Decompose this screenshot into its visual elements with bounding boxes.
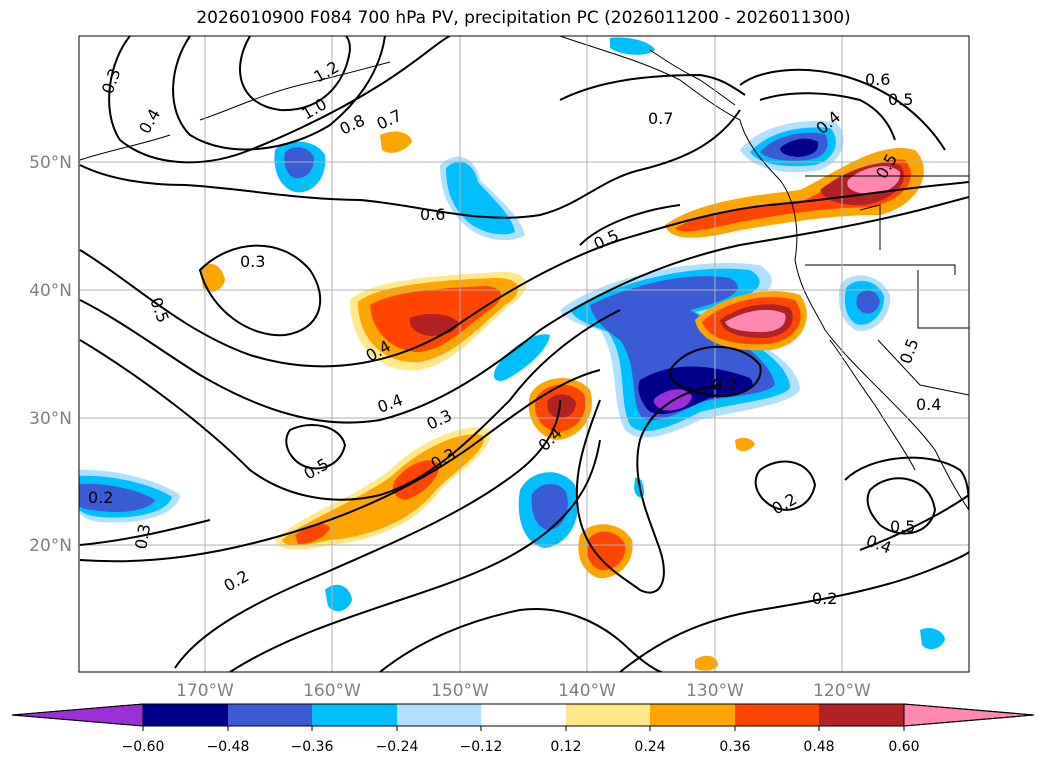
colorbar-tick-label: 0.24 <box>634 739 665 755</box>
lon-label-160w: 160°W <box>303 681 361 701</box>
pv-contour <box>668 345 762 397</box>
colorbar-tick-label: 0.12 <box>550 739 581 755</box>
contour-label: 0.6 <box>865 70 890 89</box>
pv-contour <box>754 460 817 511</box>
colorbar-segment <box>397 704 481 726</box>
colorbar-tick-label: −0.12 <box>460 739 503 755</box>
pv-contour <box>229 439 601 672</box>
contour-label: 0.2 <box>712 375 737 394</box>
colorbar: −0.60 −0.48 −0.36 −0.24 −0.12 0.12 0.24 … <box>11 703 1035 755</box>
longitude-labels: 170°W 160°W 150°W 140°W 130°W 120°W <box>176 681 871 701</box>
colorbar-segment <box>819 704 904 726</box>
colorbar-right-extension <box>903 703 1035 727</box>
colorbar-segment <box>566 704 650 726</box>
contour-label: 0.2 <box>812 589 837 608</box>
lat-label-50n: 50°N <box>29 153 72 173</box>
colorbar-left-extension <box>11 703 144 727</box>
pv-contour <box>559 73 746 101</box>
pv-contour <box>79 196 969 424</box>
colorbar-segment <box>481 704 566 726</box>
pv-contour <box>379 608 663 672</box>
lat-label-20n: 20°N <box>29 536 72 556</box>
pv-contours <box>79 36 969 672</box>
map-frame <box>78 35 970 673</box>
contour-label: 0.2 <box>88 488 113 507</box>
contour-label: 0.3 <box>131 522 154 550</box>
colorbar-segment <box>735 704 819 726</box>
pv-contour <box>579 204 681 246</box>
colorbar-tick-label: −0.60 <box>122 739 165 755</box>
pv-contour <box>759 92 896 141</box>
pv-contour <box>79 519 211 546</box>
contour-label: 0.3 <box>240 252 265 271</box>
contour-label: 0.4 <box>916 395 941 414</box>
coastlines <box>79 36 969 511</box>
colorbar-segment <box>650 704 735 726</box>
latitude-labels: 20°N 30°N 40°N 50°N <box>29 153 72 556</box>
pv-contour <box>172 36 386 151</box>
pv-contour <box>79 181 969 368</box>
lon-label-120w: 120°W <box>813 681 871 701</box>
gridlines <box>79 36 969 672</box>
lat-label-40n: 40°N <box>29 281 72 301</box>
lon-label-150w: 150°W <box>431 681 489 701</box>
colorbar-tick-label: 0.60 <box>888 739 919 755</box>
pv-contour <box>739 68 946 151</box>
pv-contour <box>239 36 352 112</box>
north-america-coast <box>559 36 969 511</box>
contour-label: 0.7 <box>648 109 673 128</box>
pv-contour <box>198 244 322 337</box>
pv-contour <box>79 309 621 501</box>
pv-contour <box>866 477 937 535</box>
colorbar-segment <box>143 704 228 726</box>
colorbar-tick-label: −0.36 <box>291 739 334 755</box>
colorbar-segment <box>228 704 312 726</box>
lon-label-170w: 170°W <box>176 681 234 701</box>
contour-label: 0.5 <box>890 517 915 536</box>
contour-label: 0.5 <box>888 90 913 109</box>
lon-label-130w: 130°W <box>686 681 744 701</box>
lat-label-30n: 30°N <box>29 409 72 429</box>
colorbar-tick-label: −0.48 <box>207 739 250 755</box>
contour-label: 0.6 <box>420 205 445 224</box>
pv-contour <box>575 384 721 594</box>
pv-contour <box>174 399 561 669</box>
colorbar-tick-label: −0.24 <box>376 739 419 755</box>
colorbar-segment <box>312 704 397 726</box>
pv-contour <box>285 424 347 470</box>
colorbar-tick-label: 0.36 <box>719 739 750 755</box>
map-title: 2026010900 F084 700 hPa PV, precipitatio… <box>196 8 851 28</box>
pv-contour <box>619 551 969 672</box>
colorbar-tick-label: 0.48 <box>803 739 834 755</box>
pv-contour <box>79 109 741 219</box>
lon-label-140w: 140°W <box>558 681 616 701</box>
pv-contour <box>79 369 601 563</box>
pv-contour <box>859 494 969 551</box>
